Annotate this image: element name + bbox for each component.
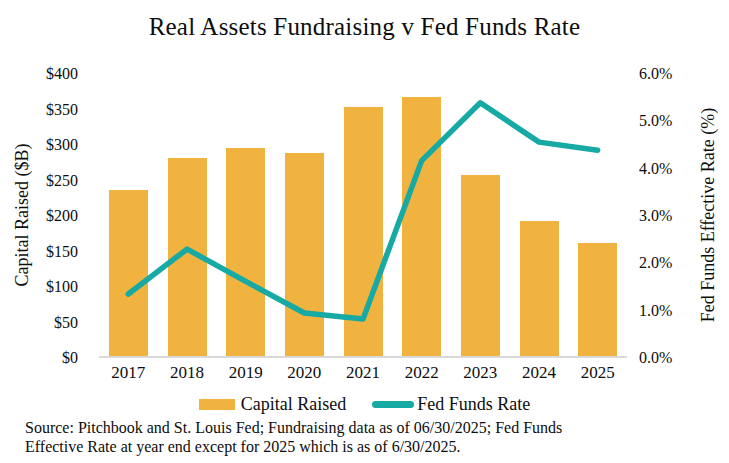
source-note-line: Source: Pitchbook and St. Louis Fed; Fun… bbox=[25, 418, 715, 437]
legend-label: Capital Raised bbox=[241, 394, 346, 415]
legend-label: Fed Funds Rate bbox=[417, 394, 530, 415]
x-tick-2021: 2021 bbox=[334, 363, 393, 385]
x-tick-2017: 2017 bbox=[99, 363, 158, 385]
x-tick-2025: 2025 bbox=[568, 363, 627, 385]
legend-item-fed-funds-rate: Fed Funds Rate bbox=[372, 394, 530, 415]
left-tick-200: $200 bbox=[0, 206, 78, 225]
x-tick-2020: 2020 bbox=[275, 363, 334, 385]
left-tick-50: $50 bbox=[0, 313, 78, 332]
x-axis-line bbox=[99, 356, 627, 358]
legend-item-capital-raised: Capital Raised bbox=[199, 394, 346, 415]
x-tick-2024: 2024 bbox=[510, 363, 569, 385]
left-tick-250: $250 bbox=[0, 171, 78, 190]
line-swatch-icon bbox=[372, 401, 414, 408]
right-tick-00: 0.0% bbox=[639, 348, 709, 367]
right-tick-20: 2.0% bbox=[639, 253, 709, 272]
left-tick-400: $400 bbox=[0, 64, 78, 83]
right-tick-10: 1.0% bbox=[639, 301, 709, 320]
bar-swatch-icon bbox=[199, 399, 235, 410]
left-tick-300: $300 bbox=[0, 135, 78, 154]
x-tick-2018: 2018 bbox=[158, 363, 217, 385]
chart-container: Real Assets Fundraising v Fed Funds Rate… bbox=[0, 0, 729, 463]
left-tick-0: $0 bbox=[0, 348, 78, 367]
source-note-line: Effective Rate at year end except for 20… bbox=[25, 437, 715, 456]
line-series bbox=[99, 73, 627, 357]
right-tick-40: 4.0% bbox=[639, 159, 709, 178]
legend: Capital Raised Fed Funds Rate bbox=[0, 392, 729, 416]
left-tick-150: $150 bbox=[0, 242, 78, 261]
right-tick-50: 5.0% bbox=[639, 111, 709, 130]
right-tick-60: 6.0% bbox=[639, 64, 709, 83]
plot-area bbox=[99, 73, 627, 357]
left-tick-350: $350 bbox=[0, 100, 78, 119]
source-note: Source: Pitchbook and St. Louis Fed; Fun… bbox=[25, 418, 715, 456]
x-tick-2023: 2023 bbox=[451, 363, 510, 385]
right-tick-30: 3.0% bbox=[639, 206, 709, 225]
x-tick-2019: 2019 bbox=[216, 363, 275, 385]
fed-funds-rate-line bbox=[128, 103, 597, 319]
chart-title: Real Assets Fundraising v Fed Funds Rate bbox=[0, 13, 729, 41]
left-tick-100: $100 bbox=[0, 277, 78, 296]
x-tick-2022: 2022 bbox=[392, 363, 451, 385]
